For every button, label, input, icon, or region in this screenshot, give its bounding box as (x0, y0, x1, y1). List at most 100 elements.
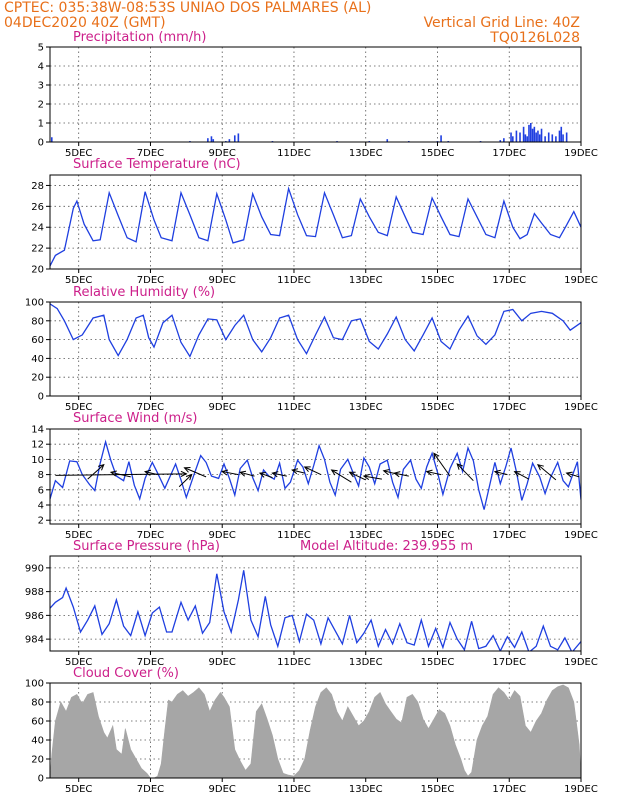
y-tick-label: 990 (25, 563, 44, 574)
wind-arrow (87, 463, 105, 480)
y-tick-label: 60 (31, 717, 44, 728)
precip-bar (503, 138, 505, 142)
wind-arrow-head (393, 471, 401, 478)
y-tick-label: 12 (31, 440, 44, 451)
x-tick-label: 19DEC (564, 402, 598, 413)
x-tick-label: 13DEC (349, 530, 383, 541)
x-tick-label: 11DEC (277, 148, 311, 159)
x-tick-label: 15DEC (421, 657, 455, 668)
precip-bar (558, 130, 561, 142)
wind-arrow-head (143, 469, 152, 476)
precip-bar (522, 126, 525, 142)
header-grid-line: Vertical Grid Line: 40Z (424, 15, 580, 31)
wind-arrow-head (109, 470, 117, 477)
wind-arrow-shaft (184, 467, 207, 478)
precip-bar (531, 128, 534, 142)
y-tick-label: 0 (38, 774, 44, 785)
panel-5: 984 986 988 990 5DEC 7DEC 9DEC 11DEC 13DEC 15DEC 1… (25, 539, 598, 668)
precip-bar (547, 132, 550, 142)
y-tick-label: 20 (31, 265, 44, 276)
x-tick-label: 5DEC (65, 784, 92, 795)
x-tick-label: 17DEC (492, 148, 526, 159)
wind-arrow (183, 467, 207, 478)
x-tick-label: 13DEC (349, 275, 383, 286)
panel-title: Surface Pressure (hPa) (73, 539, 220, 554)
wind-arrow-shaft (426, 471, 442, 476)
x-tick-label: 9DEC (209, 275, 236, 286)
wind-arrow-head (382, 469, 390, 475)
x-tick-label: 11DEC (277, 530, 311, 541)
x-tick-label: 7DEC (137, 402, 164, 413)
x-tick-label: 13DEC (349, 784, 383, 795)
wind-arrow-shaft (272, 472, 287, 477)
x-tick-label: 7DEC (137, 275, 164, 286)
y-tick-label: 984 (25, 635, 44, 646)
panel-2: 20 22 24 26 28 5DEC 7DEC 9DEC 11DEC 13DEC 15DEC 17D… (31, 157, 598, 286)
wind-arrow-head (271, 471, 279, 478)
x-tick-label: 5DEC (65, 275, 92, 286)
wind-arrow-shaft (240, 471, 255, 477)
series-line (50, 439, 581, 510)
wind-arrow (493, 469, 508, 476)
panel-title: Relative Humidity (%) (73, 285, 215, 300)
wind-arrow (271, 471, 287, 478)
wind-arrow-shaft (110, 471, 131, 478)
x-tick-label: 17DEC (492, 530, 526, 541)
y-tick-label: 100 (25, 298, 44, 309)
y-tick-label: 986 (25, 611, 44, 622)
y-tick-label: 8 (38, 470, 44, 481)
y-tick-label: 3 (38, 81, 44, 92)
x-tick-label: 5DEC (65, 530, 92, 541)
wind-arrow-shaft (292, 469, 305, 474)
plot-frame (49, 555, 582, 652)
precip-bar (528, 124, 530, 142)
panel-title: Surface Wind (m/s) (73, 411, 197, 426)
wind-arrow (178, 473, 193, 488)
wind-arrow-head (433, 452, 440, 460)
plot-area (50, 302, 581, 396)
wind-arrow-head (183, 467, 191, 473)
y-tick-label: 100 (25, 679, 44, 690)
panel-3: 0 20 40 60 80 100 5DEC 7DEC 9DEC 11DEC 13DEC 15DEC 1… (25, 285, 598, 413)
wind-arrow-head (348, 471, 356, 478)
wind-arrow (513, 471, 530, 480)
wind-arrow (362, 473, 382, 481)
wind-arrow (143, 469, 158, 476)
wind-arrow-head (180, 470, 188, 477)
precip-bar (512, 136, 514, 142)
wind-arrow-shaft (144, 471, 158, 476)
precip-bar (562, 134, 564, 142)
x-tick-label: 17DEC (492, 402, 526, 413)
precip-bar (526, 136, 528, 142)
y-tick-label: 22 (31, 244, 44, 255)
precip-bar (544, 136, 546, 142)
precip-bar (555, 136, 557, 142)
plot-frame (49, 174, 582, 270)
precip-bar (538, 134, 541, 142)
x-tick-label: 9DEC (209, 657, 236, 668)
precip-bar (499, 140, 502, 142)
precip-bar (537, 130, 539, 142)
precip-bar (510, 132, 512, 142)
panel-6: 0 20 40 60 80 100 5DEC 7DEC 9DEC 11DEC 13DEC 15DEC 1… (25, 666, 598, 795)
plot-frame (49, 46, 582, 143)
precip-bar (210, 136, 213, 142)
series-line (50, 303, 581, 358)
wind-arrow (109, 470, 131, 478)
x-tick-label: 5DEC (65, 402, 92, 413)
header-date: 04DEC2020 40Z (GMT) (4, 15, 166, 31)
wind-arrow (393, 471, 409, 478)
wind-arrow (425, 469, 442, 476)
y-tick-label: 40 (31, 736, 44, 747)
y-tick-label: 80 (31, 698, 44, 709)
plot-area (50, 683, 581, 778)
precip-bar (515, 130, 518, 142)
plot-area (50, 556, 581, 651)
wind-arrow-head (537, 463, 544, 471)
x-tick-label: 15DEC (421, 402, 455, 413)
wind-arrow (291, 468, 305, 475)
wind-arrow (221, 469, 239, 476)
wind-arrow-shaft (304, 466, 322, 476)
y-tick-label: 2 (38, 516, 44, 527)
